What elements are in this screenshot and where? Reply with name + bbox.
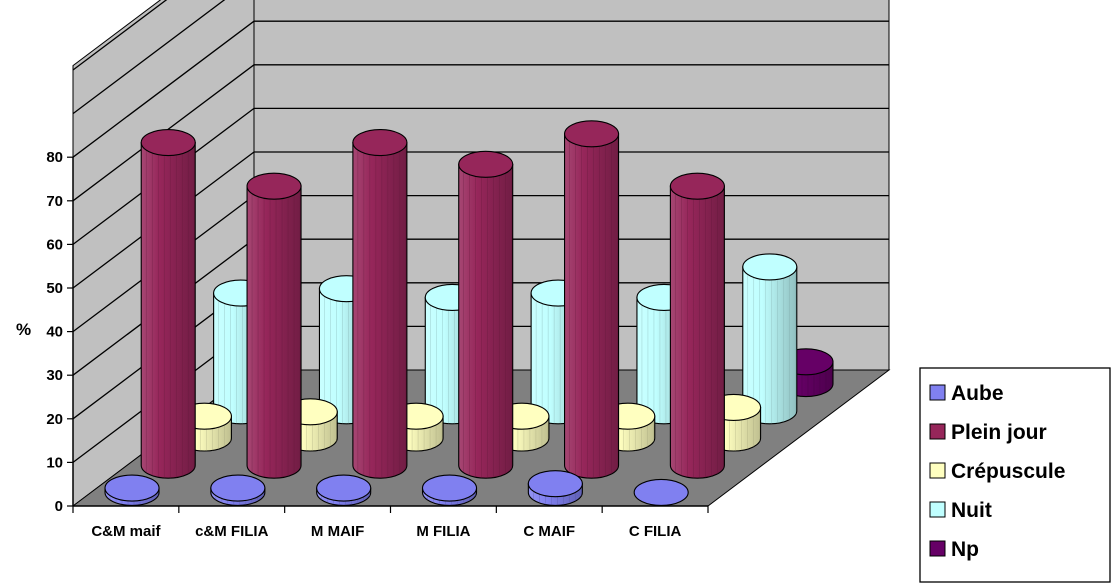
- bar-plein-jour-4: [563, 120, 620, 479]
- bar-aube-2: [316, 474, 372, 506]
- legend-swatch: [929, 384, 946, 401]
- bar-nuit-5: [742, 253, 798, 425]
- x-tick-label: C&M maif: [91, 523, 161, 540]
- bar-aube-0: [104, 474, 160, 506]
- legend-label: Nuit: [951, 499, 992, 522]
- y-tick-label: 0: [55, 498, 63, 515]
- bar-plein-jour-5: [669, 172, 725, 479]
- x-tick-label: M FILIA: [416, 523, 470, 540]
- y-tick-label: 10: [46, 454, 63, 471]
- legend-label: Aube: [951, 382, 1004, 405]
- legend-swatch: [929, 501, 946, 518]
- bar-aube-1: [210, 474, 266, 506]
- bar-plein-jour-1: [246, 172, 302, 479]
- legend-swatch: [929, 423, 946, 440]
- gridline: [72, 0, 168, 71]
- gridline: [72, 64, 889, 202]
- y-tick-label: 50: [46, 280, 63, 297]
- bar-plein-jour-2: [352, 129, 408, 479]
- legend: [919, 367, 1111, 583]
- bar-plein-jour-3: [458, 150, 514, 479]
- y-tick-label: 60: [46, 236, 63, 253]
- legend-label: Np: [951, 538, 979, 561]
- legend-swatch: [929, 540, 946, 557]
- y-tick-label: 70: [46, 193, 63, 210]
- y-tick-label: 20: [46, 411, 63, 428]
- x-tick-label: C MAIF: [523, 523, 575, 540]
- y-tick-label: 40: [46, 324, 63, 341]
- legend-label: Crépuscule: [951, 460, 1065, 483]
- gridline: [72, 20, 889, 158]
- bar-aube-3: [421, 474, 478, 506]
- legend-swatch: [929, 462, 946, 479]
- gridline: [72, 0, 226, 115]
- gridline: [72, 107, 889, 245]
- x-tick-label: c&M FILIA: [195, 523, 268, 540]
- x-tick-label: C FILIA: [629, 523, 682, 540]
- bar-aube-5: [633, 478, 689, 506]
- bar-plein-jour-0: [140, 129, 196, 479]
- bar-aube-4: [527, 470, 583, 506]
- x-tick-label: M MAIF: [311, 523, 364, 540]
- legend-label: Plein jour: [951, 421, 1047, 444]
- y-tick-label: 30: [46, 367, 63, 384]
- y-axis-label: %: [16, 320, 31, 339]
- gridline: [72, 151, 889, 289]
- y-tick-label: 80: [46, 149, 63, 166]
